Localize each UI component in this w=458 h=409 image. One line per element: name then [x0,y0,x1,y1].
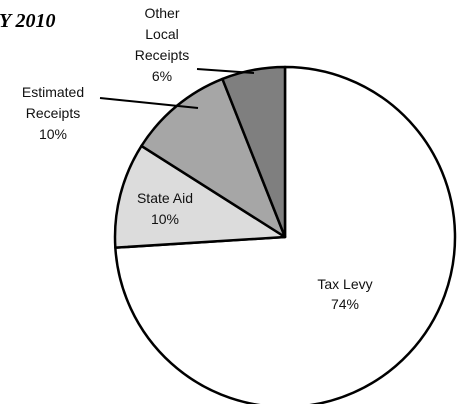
slice-label-line: Local [145,26,178,42]
slice-label-estimated-receipts: Estimated Receipts 10% [22,84,84,142]
leader-line-other-local-receipts [196,68,255,74]
slice-label-line: Tax Levy [317,276,372,292]
slice-label-line: Receipts [135,47,189,63]
pie-slices [113,65,457,409]
slice-label-line: Receipts [26,105,80,121]
slice-label-tax-levy: Tax Levy 74% [317,276,372,312]
slice-label-state-aid: State Aid 10% [137,190,193,227]
slice-label-line: State Aid [137,190,193,206]
slice-label-line: 10% [151,211,179,227]
slice-label-line: 6% [152,68,172,84]
slice-label-line: 74% [331,296,359,312]
slice-label-line: Other [144,5,179,21]
slice-label-other-local-receipts: Other Local Receipts 6% [135,5,189,84]
leader-lines [99,68,255,109]
slice-label-line: Estimated [22,84,84,100]
pie-slice-state-aid [113,144,287,249]
leader-line-estimated-receipts [99,97,199,109]
slice-labels: Tax Levy 74% State Aid 10% Estimated Receipts… [22,5,373,312]
pie-slice-other-local-receipts [221,65,287,239]
chart-title: Y 2010 [0,10,55,32]
slice-label-line: 10% [39,126,67,142]
